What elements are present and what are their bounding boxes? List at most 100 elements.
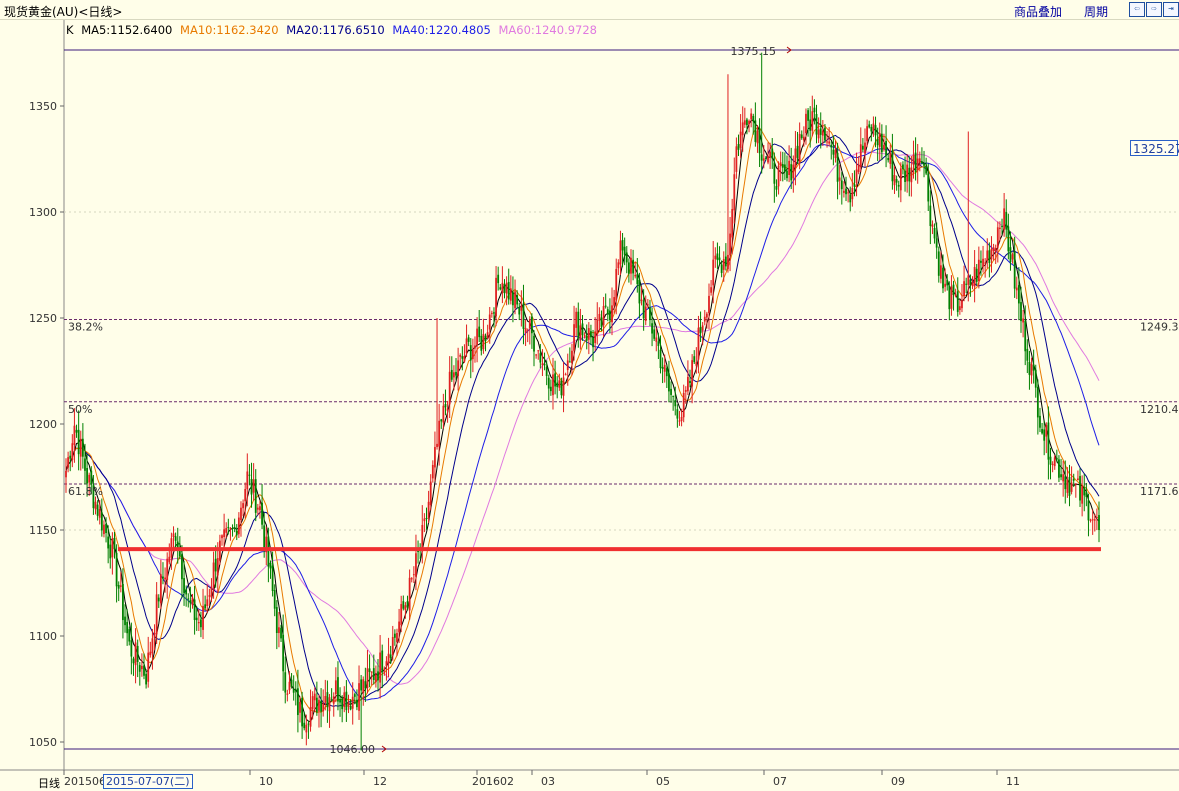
candle-body <box>1009 247 1012 263</box>
candle-body <box>916 158 919 171</box>
candle-body <box>267 536 270 567</box>
candle-body <box>855 169 858 184</box>
candle <box>284 656 287 704</box>
candle <box>103 520 105 538</box>
candle-body <box>143 665 145 676</box>
candle-body <box>615 268 618 301</box>
candle-body <box>252 479 255 493</box>
candle-body <box>444 403 447 408</box>
candle <box>86 453 88 497</box>
candle-body <box>547 377 550 389</box>
candle <box>476 317 478 363</box>
candle <box>714 247 717 268</box>
candle-body <box>389 654 392 658</box>
candle-body <box>792 164 795 179</box>
candle-body <box>476 328 478 346</box>
candle <box>1005 199 1008 238</box>
candle-body <box>446 408 449 411</box>
candle-body <box>583 335 586 337</box>
candle-body <box>1051 463 1054 465</box>
candle <box>126 608 129 646</box>
candle-body <box>600 317 603 327</box>
candle <box>271 551 274 597</box>
candle <box>191 593 194 609</box>
selected-date-badge[interactable]: 2015-07-07(二) <box>103 774 193 789</box>
candle-body <box>358 683 360 711</box>
candle <box>977 246 980 289</box>
candle-body <box>739 131 742 148</box>
candle-body <box>206 599 209 606</box>
candle <box>754 102 757 147</box>
candle <box>457 347 460 391</box>
candle-body <box>902 164 904 170</box>
candle <box>729 217 731 272</box>
candle-body <box>756 130 759 144</box>
candle <box>617 259 620 276</box>
candle-body <box>549 386 552 392</box>
candle <box>1058 455 1060 482</box>
candle <box>389 645 392 665</box>
candle-body <box>326 692 329 708</box>
candle <box>832 135 835 166</box>
candle <box>349 699 352 711</box>
candle <box>851 173 854 207</box>
candle-body <box>602 306 605 326</box>
candle <box>467 334 470 347</box>
candle <box>1041 422 1043 435</box>
high-marker-icon <box>786 46 792 54</box>
nav-right-icon[interactable]: ⇨ <box>1146 2 1162 17</box>
legend-ma10: MA10:1162.3420 <box>180 23 279 37</box>
candle-body <box>581 323 584 336</box>
candle-body <box>214 558 217 572</box>
candle <box>1045 422 1048 454</box>
period-button[interactable]: 周期 <box>1084 5 1109 19</box>
candle <box>524 319 527 346</box>
candle <box>1095 508 1098 531</box>
candle-body <box>946 279 949 286</box>
overlay-button[interactable]: 商品叠加 <box>1014 5 1063 19</box>
candle-body <box>762 158 765 161</box>
candle-body <box>328 697 331 712</box>
candle-body <box>429 481 432 506</box>
candle-body <box>507 281 510 300</box>
y-tick-label: 1300 <box>29 206 57 219</box>
candle-body <box>322 703 325 712</box>
candle <box>783 152 786 180</box>
candle-body <box>193 599 196 620</box>
candle <box>771 138 774 169</box>
candle <box>404 602 407 619</box>
candle-body <box>634 274 637 277</box>
candle-body <box>526 329 529 331</box>
candle <box>79 430 82 471</box>
candle-body <box>189 600 192 604</box>
nav-left-icon[interactable]: ⇦ <box>1129 2 1145 17</box>
candle-body <box>680 417 683 421</box>
candle <box>75 424 78 438</box>
legend-ma60: MA60:1240.9728 <box>498 23 598 37</box>
candle <box>939 251 942 284</box>
candle <box>145 669 148 689</box>
candle-body <box>330 699 333 701</box>
candle-body <box>1089 519 1092 521</box>
candle-body <box>1022 318 1025 323</box>
candle <box>908 156 911 197</box>
candle-body <box>117 584 120 589</box>
candle <box>1026 339 1029 374</box>
candle-body <box>878 132 881 147</box>
candle <box>815 104 818 144</box>
candle <box>415 534 417 591</box>
candle-body <box>657 341 660 347</box>
candle-body <box>573 324 575 351</box>
candle <box>438 403 441 466</box>
candle-body <box>273 590 276 609</box>
candle <box>176 527 179 564</box>
candle-body <box>488 314 491 330</box>
candle <box>665 364 668 389</box>
candle <box>807 108 809 137</box>
candle-body <box>891 150 894 182</box>
candle <box>259 500 261 519</box>
nav-end-icon[interactable]: ⇥ <box>1163 2 1179 17</box>
candle <box>967 131 970 302</box>
candle <box>387 637 390 678</box>
